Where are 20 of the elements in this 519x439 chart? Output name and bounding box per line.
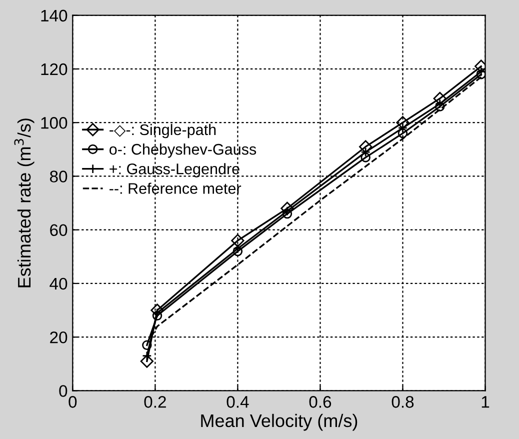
x-tick-label: 0.4: [226, 396, 249, 408]
x-tick-label: 0: [68, 396, 77, 408]
x-tick-label: 0.6: [309, 396, 332, 408]
x-axis-title: Mean Velocity (m/s): [201, 414, 358, 431]
legend-label: o-: Chebyshev-Gauss: [110, 144, 256, 158]
y-tick-label: 80: [50, 170, 68, 182]
y-axis-title: Estimated rate (m$^{3}$/s): [14, 118, 34, 288]
y-tick-label: 0: [59, 385, 68, 397]
y-tick-label: 140: [41, 10, 68, 22]
y-tick-label: 20: [50, 331, 68, 344]
x-tick-label: 1: [482, 396, 490, 408]
y-tick-label: 120: [41, 63, 68, 76]
legend-label: -◇-: Single-path: [110, 124, 216, 138]
legend-label: --: Reference meter: [110, 182, 242, 194]
y-tick-label: 40: [50, 278, 68, 290]
y-tick-label: 100: [41, 117, 68, 129]
y-tick-label: 60: [50, 224, 68, 236]
legend-label: +: Gauss-Legendre: [110, 163, 240, 178]
x-tick-label: 0.2: [144, 396, 166, 408]
x-tick-label: 0.8: [392, 396, 414, 408]
